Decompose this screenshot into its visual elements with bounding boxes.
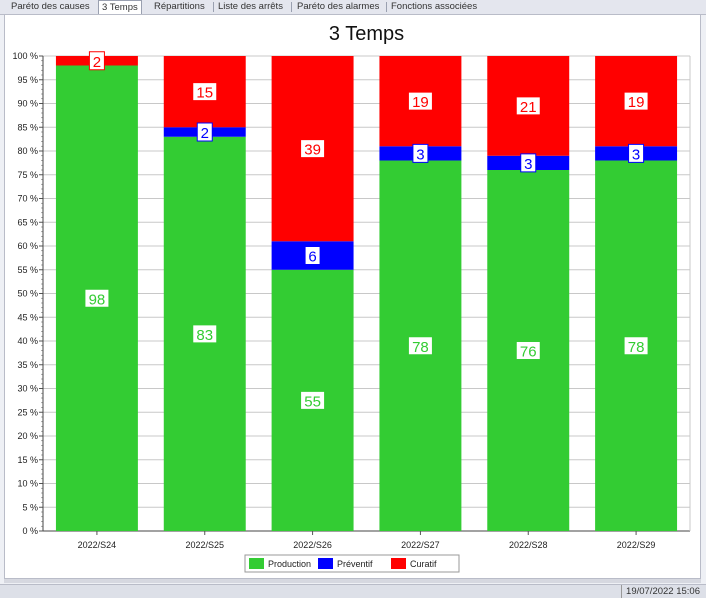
data-label-curatif: 21 <box>520 99 537 116</box>
y-tick-label: 65 % <box>17 217 38 227</box>
x-tick-label: 2022/S28 <box>509 540 548 550</box>
data-label-curatif: 39 <box>304 142 321 159</box>
data-label-curatif: 19 <box>412 94 429 111</box>
data-label-production: 76 <box>520 344 537 361</box>
data-label-box <box>628 143 645 163</box>
data-label-box <box>84 288 110 308</box>
chart-title: 3 Temps <box>329 23 404 45</box>
data-label-box <box>304 246 321 265</box>
y-tick-label: 35 % <box>17 360 38 370</box>
data-label-box <box>88 51 105 71</box>
data-label-production: 55 <box>304 393 321 410</box>
tab-separator <box>291 2 292 12</box>
y-tick-label: 30 % <box>17 384 38 394</box>
legend-swatch-preventif <box>318 558 333 569</box>
data-label-production: 83 <box>196 327 213 344</box>
legend-label-preventif: Préventif <box>337 559 373 569</box>
data-label-box <box>515 341 541 360</box>
tab-pareto-alarmes[interactable]: Paréto des alarmes <box>297 1 380 12</box>
data-label-production: 78 <box>628 339 645 356</box>
data-label-preventif: 2 <box>201 125 209 142</box>
x-tick-label: 2022/S24 <box>78 540 117 550</box>
y-tick-label: 70 % <box>17 194 38 204</box>
tab-3-temps[interactable]: 3 Temps <box>98 0 142 14</box>
tab-repartitions[interactable]: Répartitions <box>154 1 205 12</box>
data-label-box <box>300 139 326 159</box>
tab-fonctions-associees[interactable]: Fonctions associées <box>391 1 478 12</box>
data-label-box <box>407 91 433 111</box>
legend-label-curatif: Curatif <box>410 559 437 569</box>
data-label-box <box>300 390 326 410</box>
y-tick-label: 5 % <box>22 502 38 512</box>
data-label-preventif: 3 <box>632 146 640 163</box>
data-label-box <box>623 91 649 111</box>
data-label-box <box>515 96 541 116</box>
data-label-preventif: 3 <box>416 146 424 163</box>
tab-pareto-causes[interactable]: Paréto des causes <box>11 1 90 12</box>
data-label-box <box>192 82 218 102</box>
y-tick-label: 45 % <box>17 312 38 322</box>
status-datetime: 19/07/2022 15:06 <box>621 585 700 598</box>
x-tick-label: 2022/S26 <box>293 540 332 550</box>
y-tick-label: 25 % <box>17 407 38 417</box>
tab-separator <box>386 2 387 12</box>
data-label-preventif: 6 <box>308 249 316 266</box>
data-label-preventif: 3 <box>524 156 532 173</box>
y-tick-label: 80 % <box>17 146 38 156</box>
stacked-bar-chart: 3 Temps 0 % 5 % 10 % 15 % 20 % 25 % 30 % 35 % 40 … <box>12 23 691 573</box>
y-tick-label: 85 % <box>17 122 38 132</box>
y-tick-label: 20 % <box>17 431 38 441</box>
tab-liste-arrets[interactable]: Liste des arrêts <box>218 1 283 12</box>
legend-label-production: Production <box>268 559 311 569</box>
y-tick-label: 95 % <box>17 75 38 85</box>
y-tick-label: 55 % <box>17 265 38 275</box>
data-label-box <box>412 143 429 163</box>
data-label-box <box>192 324 218 344</box>
x-tick-label: 2022/S27 <box>401 540 440 550</box>
legend-swatch-production <box>249 558 264 569</box>
x-tick-label: 2022/S25 <box>185 540 224 550</box>
y-tick-label: 40 % <box>17 336 38 346</box>
legend-swatch-curatif <box>391 558 406 569</box>
tab-separator <box>213 2 214 12</box>
chart-panel: 3 Temps 0 % 5 % 10 % 15 % 20 % 25 % 30 % 35 % 40 … <box>4 14 701 579</box>
horizontal-scrollbar[interactable] <box>4 579 701 583</box>
y-tick-label: 50 % <box>17 289 38 299</box>
data-label-box <box>520 153 537 173</box>
tab-bar: Paréto des causes 3 Temps Répartitions L… <box>0 0 706 15</box>
data-label-curatif: 19 <box>628 94 645 111</box>
y-tick-label: 10 % <box>17 479 38 489</box>
y-tick-label: 0 % <box>22 526 38 536</box>
y-tick-label: 75 % <box>17 170 38 180</box>
data-label-curatif: 15 <box>196 85 213 102</box>
y-tick-label: 90 % <box>17 99 38 109</box>
y-tick-label: 60 % <box>17 241 38 251</box>
y-tick-label: 100 % <box>12 51 38 61</box>
data-label-curatif: 2 <box>93 54 101 71</box>
data-label-box <box>623 336 649 356</box>
status-bar: 19/07/2022 15:06 <box>0 584 706 598</box>
y-tick-label: 15 % <box>17 455 38 465</box>
data-label-production: 78 <box>412 339 429 356</box>
x-tick-label: 2022/S29 <box>617 540 656 550</box>
data-label-box <box>407 336 433 356</box>
data-label-box <box>196 122 213 142</box>
data-label-production: 98 <box>89 291 106 308</box>
